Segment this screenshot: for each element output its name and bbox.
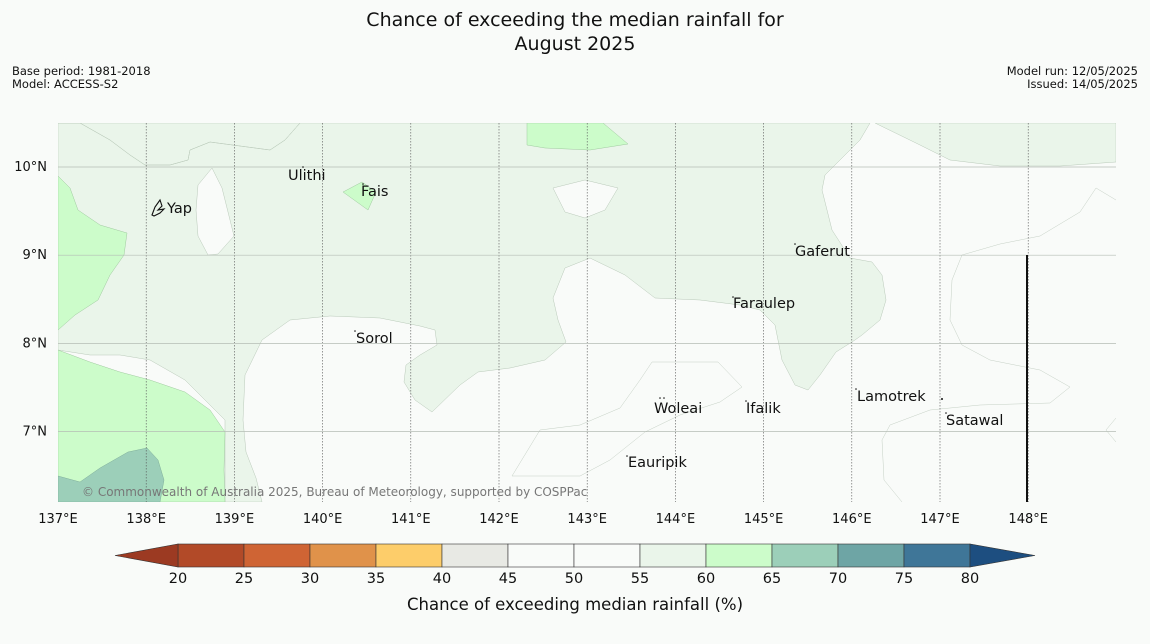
contour-65-70-sw [58,447,165,502]
colorbar-tick-label: 45 [499,571,517,587]
longitude-label: 138°E [126,512,166,527]
colorbar-swatch [639,543,707,568]
colorbar-tick-label: 55 [631,571,649,587]
yap-island [151,198,166,217]
place-gaferut: Gaferut [795,244,850,260]
place-ulithi: Ulithi [288,168,326,184]
colorbar-tick-label: 60 [697,571,715,587]
contour-hole-north [552,179,619,219]
place-fais: Fais [361,184,388,200]
colorbar-tick-label: 30 [301,571,319,587]
longitude-label: 145°E [744,512,784,527]
latitude-labels: 10°N 9°N 8°N 7°N [14,160,47,440]
model-run-text: Model run: 12/05/2025 [1006,64,1138,78]
issued-text: Issued: 14/05/2025 [1027,77,1138,91]
copyright-text: © Commonwealth of Australia 2025, Bureau… [82,485,587,499]
longitude-label: 140°E [303,512,343,527]
contour-55-60 [58,123,887,502]
latitude-label: 10°N [14,160,47,175]
colorbar-tick-label: 70 [829,571,847,587]
latitude-label: 8°N [23,336,48,351]
map-title: Chance of exceeding the median rainfall … [0,8,1150,56]
colorbar-tick-label: 75 [895,571,913,587]
meta-right: Model run: 12/05/2025 Issued: 14/05/2025 [1007,65,1138,91]
colorbar-swatch [243,543,311,568]
colorbar-tick-label: 80 [961,571,979,587]
title-line-1: Chance of exceeding the median rainfall … [366,9,784,31]
colorbar-label: Chance of exceeding median rainfall (%) [407,595,743,614]
colorbar-swatch [573,543,641,568]
place-eauripik: Eauripik [628,455,687,471]
longitude-label: 148°E [1008,512,1048,527]
place-faraulep: Faraulep [733,296,795,312]
colorbar-swatch [177,543,245,568]
longitude-label: 144°E [656,512,696,527]
longitude-label: 142°E [479,512,519,527]
longitude-label: 141°E [391,512,431,527]
contour-60-65-fais [342,181,377,211]
colorbar-tick-label: 20 [169,571,187,587]
model-text: Model: ACCESS-S2 [12,77,119,91]
colorbar: 20 25 30 35 40 45 50 55 60 65 70 75 80 [114,543,1036,587]
longitude-label: 143°E [567,512,607,527]
colorbar-swatch [705,543,773,568]
colorbar-swatch [375,543,443,568]
colorbar-swatch [507,543,575,568]
colorbar-tick-label: 35 [367,571,385,587]
contour-55-60-ne [874,123,1116,167]
colorbar-tick-label: 40 [433,571,451,587]
longitude-label: 147°E [920,512,960,527]
contour-60-65-sw [58,349,226,502]
latitude-label: 9°N [23,248,48,263]
longitude-labels: 137°E 138°E 139°E 140°E 141°E 142°E 143°E 144°E… [38,512,1048,527]
colorbar-swatch [441,543,509,568]
colorbar-swatch [903,543,971,568]
colorbar-low-extension [114,543,179,568]
place-woleai: Woleai [654,401,702,417]
place-yap: Yap [166,201,192,217]
longitude-label: 146°E [832,512,872,527]
longitude-label: 137°E [38,512,78,527]
map-area: Ulithi Fais Yap Gaferut Faraulep Sorol L… [58,123,1116,502]
longitude-label: 139°E [215,512,255,527]
faint-contours [511,187,1116,502]
latitude-label: 7°N [23,425,48,440]
colorbar-swatch [309,543,377,568]
colorbar-high-extension [969,543,1036,568]
colorbar-tick-label: 50 [565,571,583,587]
colorbar-tick-label: 25 [235,571,253,587]
contour-60-65-north [526,123,629,151]
place-sorol: Sorol [356,331,393,347]
colorbar-swatch [837,543,905,568]
title-line-2: August 2025 [514,33,636,55]
base-period-text: Base period: 1981-2018 [12,64,151,78]
meridians [145,123,1029,502]
island-dots [302,166,947,457]
meta-left: Base period: 1981-2018 Model: ACCESS-S2 [12,65,151,91]
colorbar-tick-label: 65 [763,571,781,587]
place-ifalik: Ifalik [746,401,781,417]
parallels [58,166,1116,432]
colorbar-swatch [771,543,839,568]
place-satawal: Satawal [946,413,1003,429]
place-lamotrek: Lamotrek [857,389,926,405]
